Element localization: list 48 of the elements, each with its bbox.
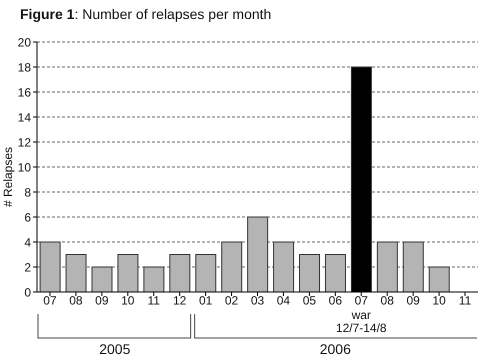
y-tick-label: 20 [18,35,32,50]
bar [402,242,424,292]
y-tick-label: 0 [24,285,32,300]
y-tick-label: 4 [24,235,32,250]
chart-title: Figure 1: Number of relapses per month [20,6,272,22]
bar [324,254,346,292]
x-tick-label: 02 [224,294,239,308]
bar [221,242,242,292]
bar [273,242,294,292]
bar [91,266,112,292]
y-tick-label: 10 [18,160,32,174]
y-tick-label: 16 [18,85,32,100]
y-tick-label: 8 [24,185,32,200]
x-tick-label: 05 [302,294,316,308]
x-tick-label: 09 [95,294,109,308]
bar [66,254,87,292]
y-axis-title: # Relapses [1,146,15,210]
x-tick-label: 10 [121,294,135,308]
text: 2005 [98,341,132,357]
x-tick-label: 11 [458,294,472,308]
y-tick-label: 6 [24,210,32,224]
y-tick-label: 2 [24,260,32,274]
x-tick-label: 11 [148,294,160,308]
x-tick-label: 12 [172,294,187,308]
x-tick-label: 03 [250,294,264,308]
x-tick-label: 01 [198,294,213,308]
x-tick-label: 10 [432,294,446,308]
x-tick-label: 04 [276,294,290,308]
bar [117,254,138,292]
bar [376,242,398,292]
bar [428,266,450,292]
x-tick-label: 08 [380,294,394,308]
bar [247,216,268,292]
bar [299,254,320,292]
x-tick-label: 09 [406,294,420,308]
x-tick-label: 07 [43,294,57,308]
bar [143,266,164,292]
x-tick-label: 07 [354,294,368,308]
bar [195,254,216,292]
text: 2006 [318,341,352,357]
text: war 12/7-14/8 [334,308,388,335]
y-tick-label: 18 [18,60,32,74]
y-tick-label: 14 [18,110,32,124]
x-tick-label: 08 [69,294,83,308]
bar [169,254,190,292]
x-tick-label: 06 [328,294,342,308]
bar [40,242,61,292]
y-tick-label: 12 [18,135,32,150]
